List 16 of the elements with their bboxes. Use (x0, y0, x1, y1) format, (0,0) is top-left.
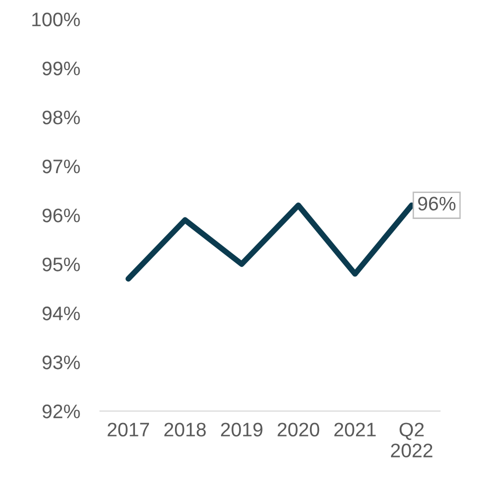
x-tick-label: Q2 2022 (391, 422, 432, 458)
x-tick-label: 2019 (221, 422, 262, 436)
x-tick-label: 2020 (278, 422, 320, 436)
x-tick-label: 2018 (164, 422, 206, 436)
x-tick-label: 2021 (334, 422, 376, 436)
y-tick-label: 100% (32, 12, 80, 26)
y-tick-label: 93% (42, 356, 80, 370)
y-tick-label: 92% (42, 404, 80, 418)
data-label: 96% (418, 196, 456, 211)
y-tick-label: 99% (42, 62, 80, 76)
x-tick-label: 2017 (108, 422, 149, 436)
y-tick-label: 97% (42, 160, 80, 174)
y-tick-label: 96% (42, 208, 80, 222)
y-tick-label: 94% (42, 306, 80, 320)
y-tick-label: 95% (42, 258, 80, 272)
y-tick-label: 98% (42, 110, 80, 124)
